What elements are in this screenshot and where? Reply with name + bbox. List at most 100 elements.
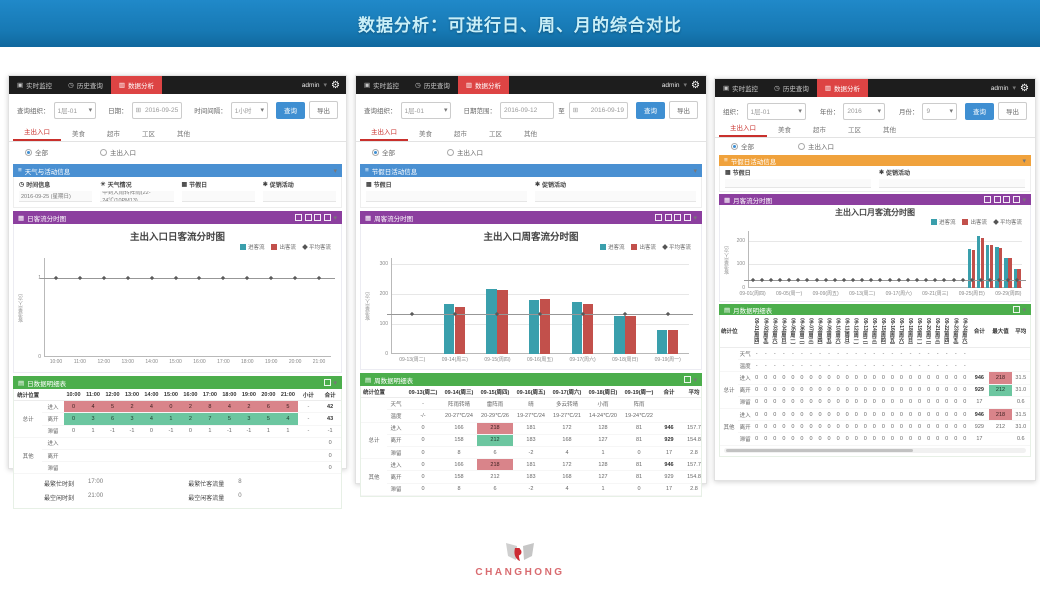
gear-icon[interactable]: ⚙	[331, 79, 340, 91]
user-menu[interactable]: admin	[661, 81, 680, 89]
holiday-info-header[interactable]: ≡ 节假日活动信息 ▾	[719, 155, 1031, 166]
daily-chart-header[interactable]: ▦ 日客流分时图 ▾	[13, 211, 342, 224]
table-cell: 8	[441, 483, 477, 496]
average-marker	[786, 278, 792, 283]
chart-tool-icon[interactable]	[304, 214, 312, 221]
field-value: 中到大雨转阵雨(22-24℃/10PM13)	[100, 191, 174, 202]
table-header-cell: 09-02(周五)	[761, 315, 771, 348]
org-value: 1层-01	[57, 108, 78, 115]
gear-icon[interactable]: ⚙	[1020, 82, 1029, 94]
export-button[interactable]: 导出	[308, 101, 338, 119]
nav-item-analysis[interactable]: ▥ 数据分析	[457, 76, 509, 94]
tab-main-entrance[interactable]: 主出入口	[719, 122, 767, 137]
table-cell: 0	[752, 432, 762, 446]
table-cell	[278, 437, 298, 450]
org-select[interactable]: 1层-01 ▾	[746, 102, 806, 120]
export-button[interactable]: 导出	[998, 102, 1027, 120]
chart-tool-icon[interactable]	[664, 214, 672, 221]
chart-tool-icon[interactable]	[683, 214, 691, 221]
average-marker	[777, 278, 783, 283]
table-cell: -2	[513, 446, 549, 460]
chart-tool-icon[interactable]	[1003, 196, 1011, 203]
weekly-chart-header[interactable]: ▦ 周客流分时图 ▾	[360, 211, 702, 224]
nav-item-realtime[interactable]: ▣ 实时监控	[356, 76, 407, 94]
radio-all[interactable]: 全部	[25, 147, 48, 157]
horizontal-scrollbar[interactable]	[724, 447, 1026, 453]
tab-market[interactable]: 超市	[454, 131, 467, 138]
query-button[interactable]: 查询	[965, 102, 994, 120]
table-cell: -	[788, 359, 798, 373]
table-cell: 0	[842, 420, 852, 434]
org-select[interactable]: 1层-01 ▾	[53, 101, 97, 119]
tab-food[interactable]: 美食	[778, 127, 791, 134]
monthly-chart-header[interactable]: ▦ 月客流分时图 ▾	[719, 194, 1031, 205]
month-select[interactable]: 9 ▾	[922, 102, 957, 120]
table-tool-icon[interactable]	[1012, 306, 1020, 313]
radio-main-entrance[interactable]: 主出入口	[798, 141, 834, 151]
nav-item-realtime[interactable]: ▣ 实时监控	[715, 79, 766, 97]
table-cell: 0	[761, 408, 771, 422]
weekly-table-header[interactable]: ▤ 周数据明细表 ▾	[360, 373, 702, 386]
nav-item-history[interactable]: ◷ 历史查询	[407, 76, 458, 94]
tab-other[interactable]: 其他	[524, 131, 537, 138]
tab-work-area[interactable]: 工区	[489, 131, 502, 138]
chart-tool-icon[interactable]	[993, 196, 1001, 203]
table-cell: -	[297, 412, 320, 426]
org-select[interactable]: 1层-01 ▾	[400, 101, 452, 119]
monthly-table-header[interactable]: ▤ 月数据明细表 ▾	[719, 304, 1031, 315]
nav-item-realtime[interactable]: ▣ 实时监控	[9, 76, 60, 94]
radio-all[interactable]: 全部	[731, 141, 754, 151]
gear-icon[interactable]: ⚙	[691, 79, 700, 91]
nav-item-history[interactable]: ◷ 历史查询	[60, 76, 111, 94]
date-to-input[interactable]: ⊞ 2016-09-19	[568, 101, 628, 119]
holiday-info-header[interactable]: ≡ 节假日活动信息 ▾	[360, 164, 702, 177]
tab-work-area[interactable]: 工区	[142, 131, 155, 138]
nav-item-analysis[interactable]: ▥ 数据分析	[816, 79, 868, 97]
interval-select[interactable]: 1小时 ▾	[230, 101, 268, 119]
chart-tool-icon[interactable]	[984, 196, 992, 203]
user-menu[interactable]: admin	[301, 81, 320, 89]
chart-tool-icon[interactable]	[655, 214, 663, 221]
date-from-input[interactable]: 2016-09-12	[499, 101, 555, 119]
scrollbar-thumb[interactable]	[726, 448, 914, 452]
chart-title: 主出入口月客流分时图	[835, 208, 915, 217]
export-button[interactable]: 导出	[668, 101, 698, 119]
tab-market[interactable]: 超市	[813, 127, 826, 134]
date-input[interactable]: ⊞ 2016-09-25	[131, 101, 183, 119]
tab-other[interactable]: 其他	[177, 131, 190, 138]
field-value	[262, 191, 336, 202]
table-cell: 929	[657, 470, 681, 484]
table-tool-icon[interactable]	[683, 376, 691, 383]
y-tick-label: 0	[38, 354, 41, 360]
chart-tool-icon[interactable]	[295, 214, 303, 221]
query-button[interactable]: 查询	[635, 101, 665, 119]
chart-tool-icon[interactable]	[314, 214, 322, 221]
tab-main-entrance[interactable]: 主出入口	[13, 126, 61, 141]
tab-food[interactable]: 美食	[419, 131, 432, 138]
weather-info-header[interactable]: ≡ 天气与活动信息 ▾	[13, 164, 342, 177]
table-tool-icon[interactable]	[323, 379, 331, 386]
tab-food[interactable]: 美食	[72, 131, 85, 138]
query-button[interactable]: 查询	[275, 101, 305, 119]
table-cell: 离开	[738, 384, 753, 397]
table-cell: 0	[896, 371, 906, 385]
nav-item-analysis[interactable]: ▥ 数据分析	[110, 76, 162, 94]
chart-tool-icon[interactable]	[674, 214, 682, 221]
chart-tool-icon[interactable]	[323, 214, 331, 221]
year-select[interactable]: 2016 ▾	[843, 102, 885, 120]
chart-tool-icon[interactable]	[1012, 196, 1020, 203]
table-cell: -	[924, 347, 934, 361]
tab-main-entrance[interactable]: 主出入口	[360, 126, 408, 141]
radio-main-entrance[interactable]: 主出入口	[100, 147, 136, 157]
user-menu[interactable]: admin	[990, 84, 1009, 92]
daily-table-header[interactable]: ▤ 日数据明细表 ▾	[13, 376, 342, 389]
tab-other[interactable]: 其他	[883, 127, 896, 134]
radio-main-entrance[interactable]: 主出入口	[447, 147, 483, 157]
time-info-field: ◷ 时间信息 2016-09-25 (星期日)	[19, 180, 93, 202]
tab-market[interactable]: 超市	[107, 131, 120, 138]
tab-work-area[interactable]: 工区	[848, 127, 861, 134]
nav-item-history[interactable]: ◷ 历史查询	[766, 79, 817, 97]
holiday-info-body: ▦ 节假日 ✱ 促销活动	[719, 166, 1031, 192]
radio-all[interactable]: 全部	[372, 147, 395, 157]
table-cell: 0	[761, 371, 771, 385]
